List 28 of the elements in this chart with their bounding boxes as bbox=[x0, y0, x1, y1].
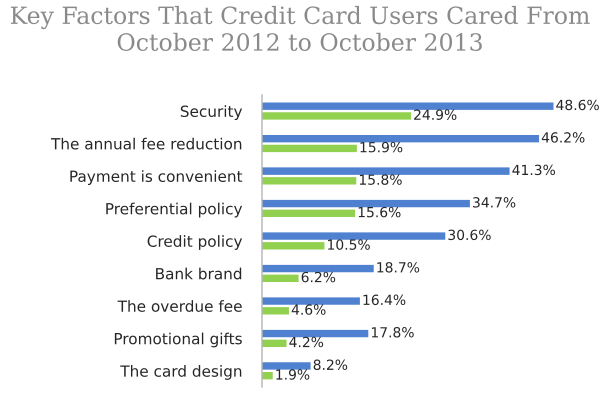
data-label: 16.4% bbox=[364, 294, 406, 306]
data-label: 15.8% bbox=[360, 174, 402, 185]
data-label: 8.2% bbox=[314, 360, 348, 370]
data-label: 48.6% bbox=[556, 100, 599, 110]
data-label: 10.5% bbox=[328, 239, 370, 250]
data-label: 30.6% bbox=[448, 230, 491, 240]
y-tick-label: Payment is convenient bbox=[70, 170, 242, 185]
data-label: 6.2% bbox=[302, 272, 336, 282]
data-label: 4.6% bbox=[292, 304, 326, 315]
y-tick-label: Promotional gifts bbox=[114, 332, 242, 348]
data-label: 1.9% bbox=[276, 369, 310, 380]
data-label: 4.2% bbox=[289, 336, 324, 348]
y-tick-label: Bank brand bbox=[156, 268, 242, 280]
data-label: 15.9% bbox=[360, 142, 402, 152]
data-label: 15.6% bbox=[358, 206, 401, 218]
data-label: 34.7% bbox=[473, 197, 516, 208]
data-label: 18.7% bbox=[377, 262, 420, 273]
y-tick-label: Preferential policy bbox=[106, 202, 242, 218]
data-label: 41.3% bbox=[512, 164, 556, 176]
data-label: 46.2% bbox=[542, 132, 584, 143]
data-label: 24.9% bbox=[414, 109, 456, 120]
chart-title: Key Factors That Credit Card Users Cared From October 2012 to October 2013 bbox=[10, 6, 590, 51]
y-tick-label: The annual fee reduction bbox=[50, 138, 242, 150]
y-tick-label: Security bbox=[180, 105, 242, 120]
data-label: 17.8% bbox=[372, 327, 414, 338]
y-tick-label: The card design bbox=[120, 365, 242, 380]
y-tick-label: Credit policy bbox=[148, 235, 242, 250]
y-tick-label: The overdue fee bbox=[118, 300, 242, 312]
